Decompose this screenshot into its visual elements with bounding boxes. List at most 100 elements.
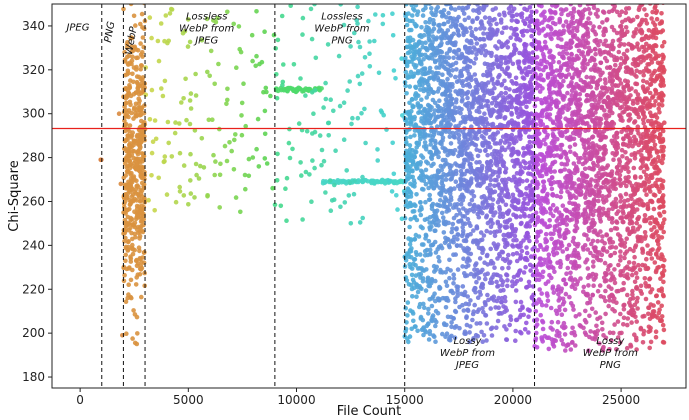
data-point <box>604 58 610 64</box>
data-point <box>130 251 136 257</box>
data-point <box>449 96 455 102</box>
data-point <box>156 58 162 64</box>
data-point <box>407 126 412 132</box>
data-point <box>441 8 447 13</box>
data-point <box>414 140 420 146</box>
data-point <box>447 88 453 94</box>
data-point <box>451 55 456 61</box>
data-point <box>460 79 466 84</box>
data-point <box>206 117 212 123</box>
data-point <box>468 271 474 277</box>
data-point <box>264 161 270 166</box>
data-point <box>140 133 145 138</box>
data-point <box>428 252 433 257</box>
data-point <box>313 55 319 61</box>
data-point <box>447 46 453 52</box>
data-point <box>134 178 139 184</box>
data-point <box>232 137 237 143</box>
data-point <box>255 116 261 122</box>
data-point <box>585 40 591 46</box>
data-point <box>564 123 570 128</box>
data-point <box>275 151 280 157</box>
data-point <box>124 137 129 142</box>
data-point <box>404 17 410 22</box>
data-point <box>123 245 129 251</box>
data-point <box>135 215 141 220</box>
data-point <box>482 26 487 31</box>
data-point <box>419 242 425 247</box>
data-point <box>527 139 533 145</box>
data-point <box>437 203 443 208</box>
data-point <box>622 255 627 261</box>
data-point <box>448 168 453 174</box>
data-point <box>524 235 529 241</box>
data-point <box>466 220 472 226</box>
data-point <box>417 284 422 289</box>
data-point <box>250 155 256 160</box>
data-point <box>454 67 459 72</box>
data-point <box>497 12 502 17</box>
data-point <box>453 299 458 305</box>
data-point <box>464 55 469 61</box>
data-point <box>661 229 666 235</box>
data-point <box>501 100 507 105</box>
data-point <box>448 141 454 146</box>
data-point <box>429 303 435 309</box>
data-point <box>534 317 540 323</box>
data-point <box>423 288 429 293</box>
data-point <box>467 162 473 167</box>
data-point <box>419 52 425 58</box>
data-point <box>131 138 137 144</box>
data-point <box>452 308 458 314</box>
data-point <box>586 283 591 288</box>
data-point <box>505 278 510 283</box>
data-point <box>614 219 619 224</box>
data-point <box>519 192 524 197</box>
data-point <box>375 147 380 152</box>
data-point <box>517 329 523 335</box>
data-point <box>254 146 259 152</box>
data-point <box>367 51 372 56</box>
data-point <box>512 233 518 239</box>
data-point <box>660 339 666 345</box>
data-point <box>490 18 495 23</box>
data-point <box>545 0 550 3</box>
data-point <box>263 85 269 91</box>
data-point <box>177 189 183 194</box>
data-point <box>421 66 426 71</box>
data-point <box>432 209 438 214</box>
data-point <box>658 132 663 138</box>
data-point <box>409 286 415 292</box>
data-point <box>534 54 540 60</box>
data-point <box>502 177 508 183</box>
data-point <box>613 62 618 68</box>
data-point <box>621 202 627 208</box>
data-point <box>494 101 500 106</box>
data-point <box>419 186 425 192</box>
data-point <box>456 91 461 97</box>
data-point <box>433 228 438 233</box>
data-point <box>493 152 498 157</box>
data-point <box>427 225 432 230</box>
data-point <box>166 140 171 146</box>
data-point <box>435 246 441 252</box>
data-point <box>466 302 472 307</box>
data-point <box>406 0 411 1</box>
data-point <box>367 64 373 69</box>
data-point <box>524 320 529 326</box>
data-point <box>131 13 137 19</box>
data-point <box>352 30 357 36</box>
data-point <box>645 243 650 248</box>
data-point <box>459 107 464 112</box>
data-point <box>476 214 482 220</box>
data-point <box>428 75 433 81</box>
data-point <box>150 139 156 144</box>
data-point <box>632 279 638 285</box>
data-point <box>554 218 559 223</box>
data-point <box>646 305 651 311</box>
data-point <box>262 29 267 34</box>
data-point <box>408 134 413 140</box>
data-point <box>422 113 428 119</box>
data-point <box>511 174 517 180</box>
data-point <box>362 106 367 112</box>
